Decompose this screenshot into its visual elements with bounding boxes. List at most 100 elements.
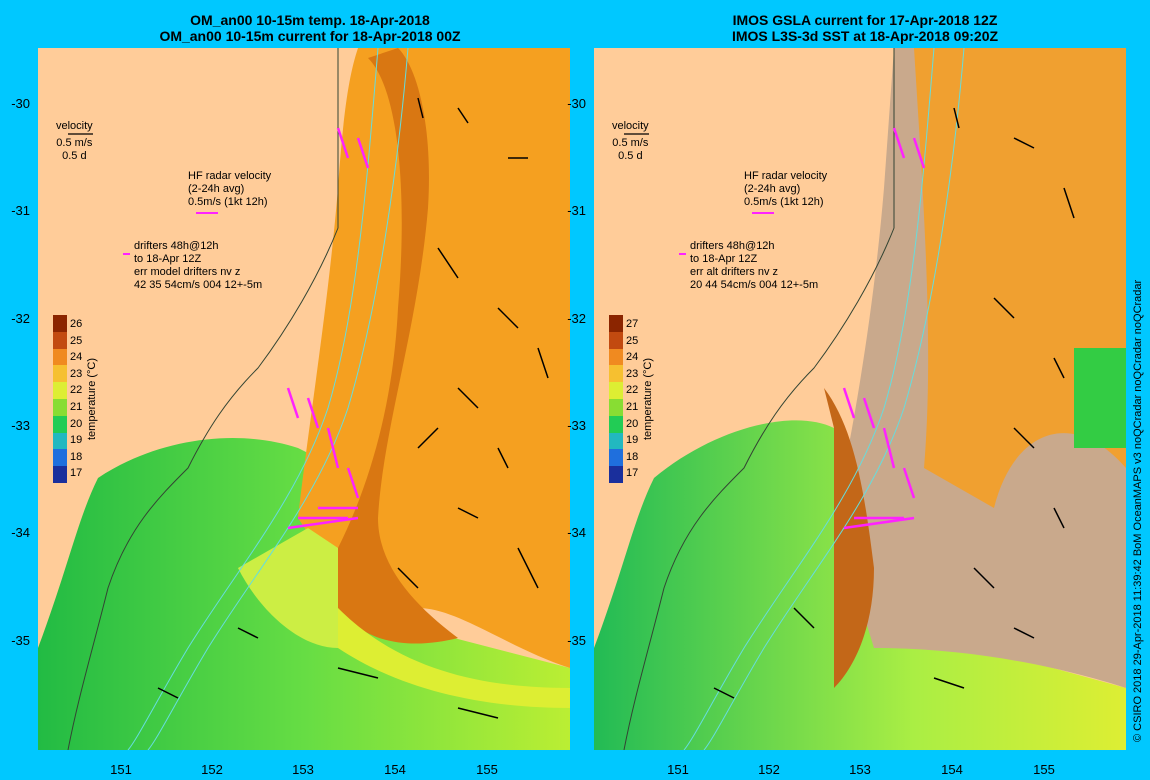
colorbar-tick: 18 [70,450,83,463]
right-drifter-legend: drifters 48h@12h to 18-Apr 12Z err alt d… [690,240,818,292]
left-velocity-scale1: 0.5 m/s [56,137,93,149]
right-colorbar-unit: temperature (°C) [642,357,654,440]
velocity-arrows [713,107,1075,699]
right-hf-legend: HF radar velocity (2-24h avg) 0.5m/s (1k… [744,170,827,209]
longitude-tick-label: 151 [110,762,132,777]
latitude-tick-label: -33 [11,418,30,433]
colorbar-tick: 18 [626,450,639,463]
latitude-tick-label: -31 [567,203,586,218]
latitude-tick-label: -35 [11,633,30,648]
left-map-canvas [38,48,570,750]
left-velocity-label: velocity [56,120,93,132]
latitude-tick-label: -30 [11,96,30,111]
latitude-tick-label: -30 [567,96,586,111]
longitude-tick-label: 152 [201,762,223,777]
warm-current [914,48,1126,508]
left-drifter1: drifters 48h@12h [134,240,219,252]
left-title: OM_an00 10-15m temp. 18-Apr-2018 OM_an00… [40,12,580,44]
right-hf-label3: 0.5m/s (1kt 12h) [744,196,824,208]
latitude-tick-label: -34 [11,525,30,540]
longitude-tick-label: 155 [476,762,498,777]
front-band [338,608,570,708]
right-title: IMOS GSLA current for 17-Apr-2018 12Z IM… [595,12,1135,44]
longitude-tick-label: 152 [758,762,780,777]
right-velocity-legend: velocity 0.5 m/s 0.5 d [612,120,649,163]
right-map [594,48,1126,750]
colorbar-tick: 17 [70,467,83,480]
velocity-arrows [157,97,549,719]
right-map-canvas [594,48,1126,750]
colorbar-tick: 25 [626,334,639,347]
longitude-tick-label: 153 [849,762,871,777]
colorbar-tick: 21 [626,401,639,413]
left-hf-label3: 0.5m/s (1kt 12h) [188,196,268,208]
credit-text: © CSIRO 2018 29-Apr-2018 11:39:42 BoM Oc… [1132,279,1144,742]
left-drifter3: err model drifters nv z [134,266,241,278]
longitude-tick-label: 154 [384,762,406,777]
latitude-tick-label: -32 [11,311,30,326]
right-drifter3: err alt drifters nv z [690,266,779,278]
latitude-tick-label: -31 [11,203,30,218]
left-velocity-scale2: 0.5 d [62,150,87,162]
depth-contour [127,48,379,750]
left-colorbar-unit: temperature (°C) [86,357,98,440]
right-title-line1: IMOS GSLA current for 17-Apr-2018 12Z [732,12,998,28]
left-colorbar [53,315,67,483]
left-drifter4: 42 35 54cm/s 004 12+-5m [134,279,263,291]
latitude-tick-label: -32 [567,311,586,326]
hf-radar-arrows [842,127,926,530]
right-velocity-scale1: 0.5 m/s [612,137,649,149]
left-hf-legend: HF radar velocity (2-24h avg) 0.5m/s (1k… [188,170,271,209]
depth-contour-2 [147,48,409,750]
latitude-tick-label: -33 [567,418,586,433]
left-title-line2: OM_an00 10-15m current for 18-Apr-2018 0… [159,28,461,44]
left-hf-label1: HF radar velocity [188,170,272,182]
right-colorbar [609,315,623,483]
colorbar-tick: 23 [70,367,83,380]
right-hf-label2: (2-24h avg) [744,183,801,195]
colorbar-tick: 26 [70,318,83,330]
colorbar-tick: 20 [626,417,639,430]
cool-water [594,420,1126,750]
left-drifter-legend: drifters 48h@12h to 18-Apr 12Z err model… [134,240,262,292]
colorbar-tick: 24 [626,351,639,364]
colorbar-tick: 22 [70,384,83,397]
hf-radar-arrows [286,127,370,530]
latitude-tick-label: -34 [567,525,586,540]
right-drifter1: drifters 48h@12h [690,240,775,252]
left-title-line1: OM_an00 10-15m temp. 18-Apr-2018 [190,12,430,28]
left-map [38,48,570,750]
longitude-tick-label: 151 [667,762,689,777]
right-velocity-scale2: 0.5 d [618,150,643,162]
coastline [67,48,339,750]
colorbar-tick: 19 [70,434,83,447]
colorbar-tick: 24 [70,351,83,364]
depth-contour-2 [703,48,965,750]
depth-contour [683,48,935,750]
left-drifter2: to 18-Apr 12Z [134,253,202,265]
offshore-cool [1074,348,1126,448]
longitude-tick-label: 153 [292,762,314,777]
longitude-tick-label: 155 [1033,762,1055,777]
coastline [623,48,895,750]
colorbar-tick: 22 [626,384,639,397]
colorbar-tick: 19 [626,434,639,447]
left-velocity-legend: velocity 0.5 m/s 0.5 d [56,120,93,163]
colorbar-tick: 21 [70,401,83,413]
right-drifter2: to 18-Apr 12Z [690,253,758,265]
left-hf-label2: (2-24h avg) [188,183,245,195]
right-velocity-label: velocity [612,120,649,132]
colorbar-tick: 25 [70,334,83,347]
right-title-line2: IMOS L3S-3d SST at 18-Apr-2018 09:20Z [731,28,999,44]
colorbar-tick: 23 [626,367,639,380]
warm-current-core [824,388,874,688]
longitude-tick-label: 154 [941,762,963,777]
colorbar-tick: 17 [626,467,639,480]
colorbar-tick: 20 [70,417,83,430]
warm-current-core [338,48,458,644]
right-hf-label1: HF radar velocity [744,170,828,182]
front-band-west [238,528,338,648]
colorbar-tick: 27 [626,318,639,330]
right-drifter4: 20 44 54cm/s 004 12+-5m [690,279,819,291]
latitude-tick-label: -35 [567,633,586,648]
